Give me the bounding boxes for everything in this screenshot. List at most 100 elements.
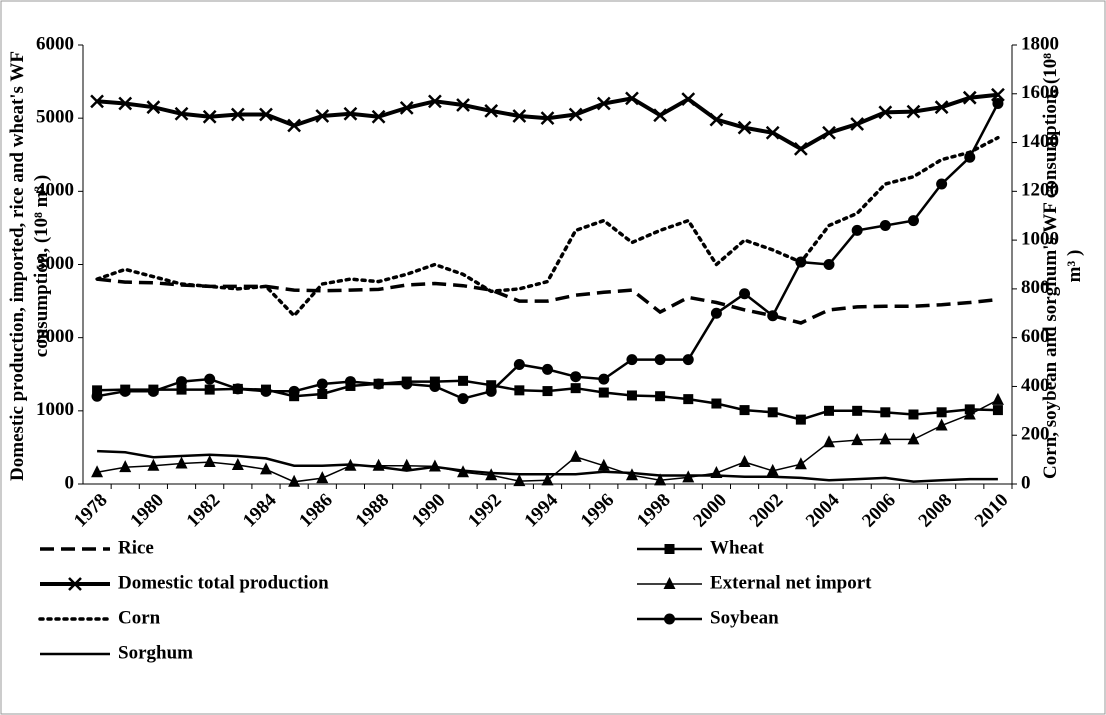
- legend-label: Rice: [118, 537, 154, 558]
- marker: [484, 103, 499, 118]
- marker: [315, 109, 330, 123]
- marker: [174, 106, 189, 121]
- marker: [795, 256, 807, 268]
- marker: [203, 455, 216, 468]
- marker: [68, 577, 82, 591]
- marker: [738, 455, 751, 468]
- y2-axis-title: Corn, soybean and sorghum's WF consumpti…: [1040, 53, 1085, 479]
- marker: [737, 120, 752, 135]
- marker: [260, 385, 272, 397]
- series-line: [96, 102, 1000, 400]
- marker: [596, 96, 611, 111]
- marker: [878, 105, 893, 120]
- legend-label: Domestic total production: [118, 572, 329, 593]
- marker: [372, 458, 385, 471]
- marker: [739, 288, 751, 300]
- marker: [204, 384, 215, 395]
- marker: [485, 385, 497, 397]
- x-tick-label: 1988: [351, 490, 393, 532]
- marker: [765, 125, 780, 140]
- marker: [540, 111, 555, 126]
- marker: [907, 432, 920, 445]
- marker: [963, 407, 976, 420]
- series-line: [95, 135, 1000, 319]
- marker: [625, 91, 639, 106]
- marker: [682, 354, 694, 366]
- y-tick-label: 0: [65, 472, 75, 493]
- marker: [146, 100, 161, 115]
- marker: [119, 460, 132, 473]
- marker: [458, 375, 469, 386]
- marker: [570, 371, 582, 383]
- x-tick-label: 1996: [577, 490, 619, 532]
- marker: [681, 92, 696, 107]
- x-tick-label: 1984: [239, 489, 281, 531]
- marker: [992, 405, 1003, 416]
- y-tick-label: 3000: [36, 253, 74, 274]
- marker: [399, 101, 414, 115]
- marker: [711, 398, 722, 409]
- marker: [90, 94, 104, 109]
- marker: [287, 118, 302, 133]
- marker: [906, 104, 921, 119]
- x-tick-label: 1992: [464, 490, 506, 532]
- marker: [991, 87, 1005, 102]
- marker: [936, 178, 948, 190]
- x-tick-label: 2006: [858, 490, 900, 532]
- marker: [288, 385, 300, 397]
- x-tick-label: 1990: [408, 490, 450, 532]
- marker: [964, 151, 976, 163]
- marker: [852, 405, 863, 416]
- marker: [428, 459, 441, 472]
- marker: [850, 117, 865, 131]
- marker: [486, 380, 497, 391]
- marker: [654, 354, 666, 366]
- series-line: [96, 92, 999, 152]
- y2-tick-label: 200: [1021, 424, 1050, 445]
- marker: [823, 435, 836, 448]
- marker: [317, 389, 328, 400]
- marker: [373, 378, 385, 390]
- marker: [880, 407, 891, 418]
- legend-label: Corn: [118, 607, 161, 628]
- x-tick-label: 1978: [70, 490, 112, 532]
- marker: [655, 391, 666, 402]
- y2-tick-label: 1400: [1021, 131, 1059, 152]
- y2-tick-label: 0: [1021, 472, 1031, 493]
- x-tick-label: 1982: [183, 490, 225, 532]
- marker: [992, 98, 1004, 110]
- marker: [822, 125, 836, 140]
- y-tick-label: 4000: [36, 180, 74, 201]
- marker: [570, 383, 581, 394]
- marker: [823, 259, 835, 270]
- marker: [851, 224, 863, 236]
- marker: [879, 432, 892, 445]
- marker: [569, 449, 582, 462]
- marker: [429, 380, 441, 392]
- marker: [514, 385, 525, 396]
- y2-tick-label: 1000: [1021, 228, 1059, 249]
- marker: [344, 376, 356, 388]
- marker: [907, 215, 919, 227]
- legend-label: External net import: [710, 572, 872, 593]
- marker: [91, 465, 104, 478]
- marker: [401, 378, 413, 390]
- marker: [231, 457, 244, 470]
- x-tick-label: 1998: [633, 490, 675, 532]
- marker: [991, 392, 1004, 405]
- marker: [456, 98, 470, 112]
- marker: [316, 378, 328, 390]
- y2-tick-label: 1800: [1021, 33, 1059, 54]
- marker: [598, 373, 610, 385]
- y2-tick-label: 1600: [1021, 82, 1059, 103]
- marker: [626, 354, 638, 366]
- marker: [935, 418, 948, 431]
- marker: [793, 142, 808, 156]
- x-tick-label: 2000: [689, 490, 731, 532]
- marker: [936, 407, 947, 418]
- marker: [118, 96, 133, 111]
- marker: [568, 107, 583, 122]
- x-tick-label: 1994: [520, 489, 562, 531]
